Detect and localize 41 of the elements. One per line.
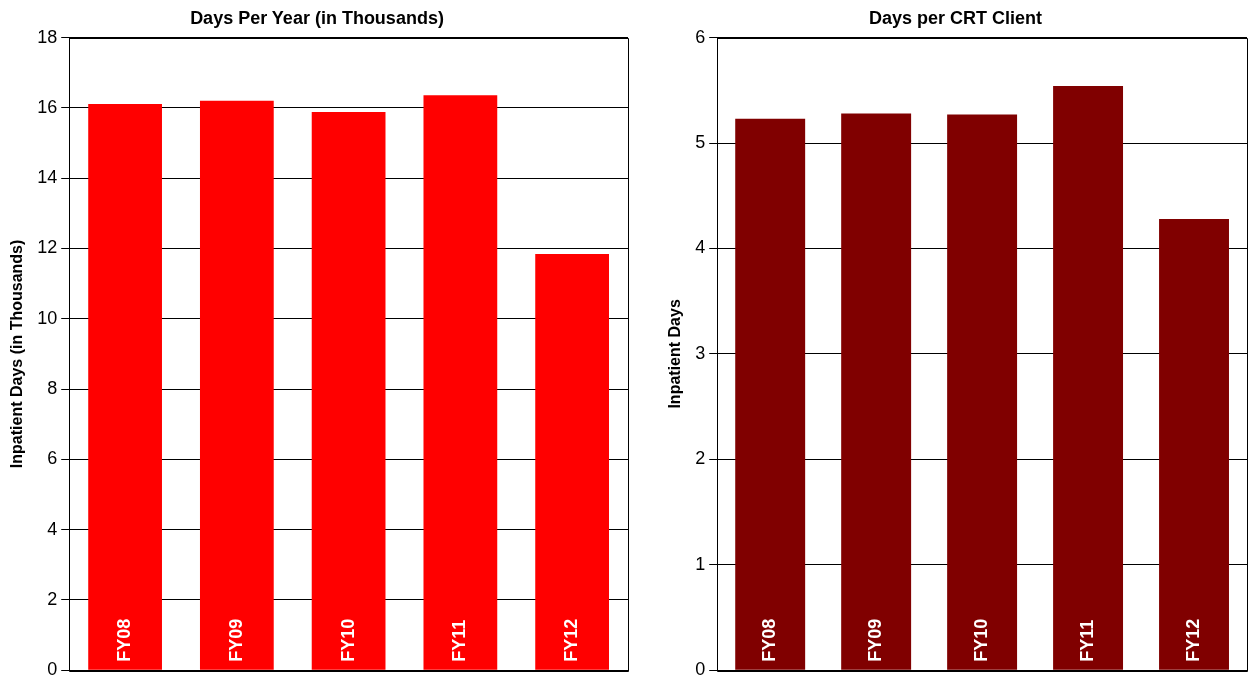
x-tick-label: FY11 <box>1077 619 1098 662</box>
y-tick-label: 4 <box>47 518 58 539</box>
bar <box>199 100 274 670</box>
bar <box>1053 86 1124 670</box>
bar <box>841 113 912 670</box>
y-tick-label: 4 <box>695 237 706 258</box>
bar <box>88 104 162 670</box>
y-tick-label: 5 <box>695 132 706 152</box>
bar <box>1159 218 1229 670</box>
bar <box>535 254 609 670</box>
y-tick-label: 18 <box>37 26 58 47</box>
x-tick-label: FY12 <box>1182 618 1203 662</box>
y-tick-label: 8 <box>47 378 58 399</box>
bar <box>947 114 1018 670</box>
y-tick-label: 14 <box>37 167 58 188</box>
y-tick-label: 6 <box>695 26 706 47</box>
y-tick-label: 2 <box>47 588 58 609</box>
y-tick-label: 1 <box>695 553 706 574</box>
bar <box>311 112 386 670</box>
x-tick-label: FY08 <box>759 618 780 662</box>
y-tick-label: 10 <box>37 307 58 328</box>
x-tick-label: FY10 <box>971 618 992 662</box>
x-tick-label: FY09 <box>865 618 886 662</box>
x-tick-label: FY09 <box>225 618 246 662</box>
y-tick-label: 0 <box>695 659 706 680</box>
x-tick-label: FY08 <box>114 618 135 662</box>
y-tick-label: 16 <box>37 96 58 117</box>
bar <box>423 95 498 670</box>
y-tick-label: 6 <box>47 448 58 469</box>
y-axis-title: Inpatient Days (in Thousands) <box>8 239 26 469</box>
x-tick-label: FY10 <box>337 618 358 662</box>
y-axis-title: Inpatient Days <box>666 299 684 409</box>
chart-title: Days per CRT Client <box>868 7 1043 28</box>
chart-title: Days Per Year (in Thousands) <box>190 7 444 28</box>
y-tick-label: 2 <box>695 448 706 469</box>
x-tick-label: FY12 <box>561 618 582 662</box>
y-tick-label: 0 <box>47 659 58 680</box>
y-tick-label: 3 <box>695 342 706 363</box>
bar <box>735 118 806 670</box>
x-tick-label: FY11 <box>449 619 470 662</box>
y-tick-label: 12 <box>37 237 58 258</box>
